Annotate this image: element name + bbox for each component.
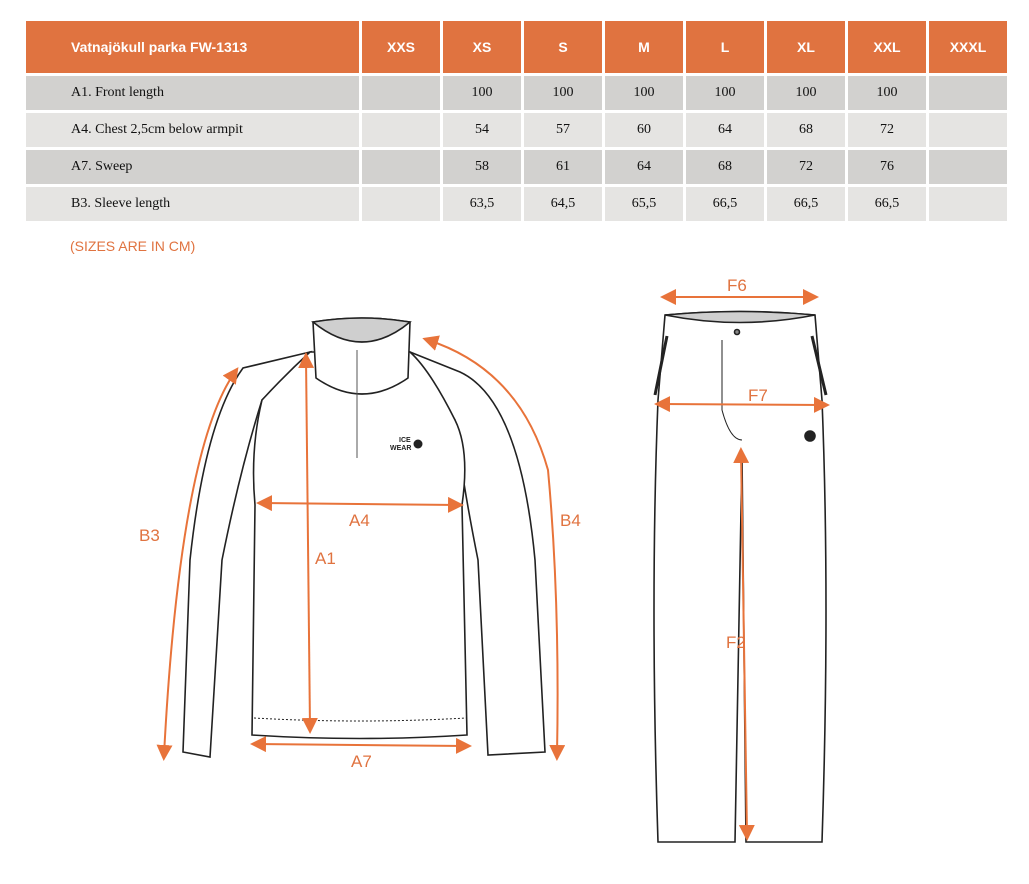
measurement-value: 64 bbox=[605, 150, 683, 184]
label-f6: F6 bbox=[727, 276, 747, 295]
measurement-value: 66,5 bbox=[767, 187, 845, 221]
measurement-value: 100 bbox=[524, 76, 602, 110]
size-table: Vatnajökull parka FW-1313 XXS XS S M L X… bbox=[23, 18, 1010, 224]
label-b3: B3 bbox=[139, 526, 160, 545]
measurement-value: 61 bbox=[524, 150, 602, 184]
arrow-b4 bbox=[422, 335, 566, 761]
pants-drawing bbox=[653, 310, 828, 843]
measurement-value: 65,5 bbox=[605, 187, 683, 221]
arrow-f7 bbox=[654, 396, 830, 413]
arrow-a1 bbox=[298, 352, 318, 734]
jacket-drawing bbox=[182, 317, 546, 758]
measurement-value: 100 bbox=[686, 76, 764, 110]
measurement-arrows bbox=[156, 289, 830, 841]
label-a4: A4 bbox=[349, 511, 370, 530]
arrow-f2 bbox=[733, 447, 755, 841]
measurement-value: 66,5 bbox=[686, 187, 764, 221]
size-header: XS bbox=[443, 21, 521, 73]
svg-text:ICE: ICE bbox=[399, 437, 411, 444]
measurement-label: B3. Sleeve length bbox=[26, 187, 359, 221]
measurement-value: 64,5 bbox=[524, 187, 602, 221]
measurement-value: 72 bbox=[767, 150, 845, 184]
table-row: A7. Sweep 58 61 64 68 72 76 bbox=[26, 150, 1007, 184]
product-title: Vatnajökull parka FW-1313 bbox=[26, 21, 359, 73]
size-header: XL bbox=[767, 21, 845, 73]
measurement-value bbox=[929, 150, 1007, 184]
measurement-value: 100 bbox=[848, 76, 926, 110]
svg-text:WEAR: WEAR bbox=[390, 445, 411, 452]
size-header: XXL bbox=[848, 21, 926, 73]
size-header: M bbox=[605, 21, 683, 73]
measurement-value: 68 bbox=[686, 150, 764, 184]
measurement-value bbox=[362, 150, 440, 184]
arrow-a7 bbox=[250, 736, 472, 754]
measurement-label: A1. Front length bbox=[26, 76, 359, 110]
measurement-value bbox=[362, 76, 440, 110]
measurement-value: 100 bbox=[605, 76, 683, 110]
measurement-value: 54 bbox=[443, 113, 521, 147]
measurement-value: 100 bbox=[767, 76, 845, 110]
ice-wear-logo: ICE WEAR bbox=[390, 437, 423, 452]
measurement-label: A4. Chest 2,5cm below armpit bbox=[26, 113, 359, 147]
size-header: S bbox=[524, 21, 602, 73]
measurement-value bbox=[929, 187, 1007, 221]
label-f2: F2 bbox=[726, 633, 746, 652]
table-row: A1. Front length 100 100 100 100 100 100 bbox=[26, 76, 1007, 110]
measurement-value: 63,5 bbox=[443, 187, 521, 221]
measurement-value bbox=[362, 187, 440, 221]
measurement-value: 58 bbox=[443, 150, 521, 184]
measurement-value: 72 bbox=[848, 113, 926, 147]
units-note: (SIZES ARE IN CM) bbox=[70, 238, 196, 254]
measurement-value: 76 bbox=[848, 150, 926, 184]
label-a7: A7 bbox=[351, 752, 372, 771]
label-b4: B4 bbox=[560, 511, 581, 530]
size-header: L bbox=[686, 21, 764, 73]
label-f7: F7 bbox=[748, 386, 768, 405]
size-table-header: Vatnajökull parka FW-1313 XXS XS S M L X… bbox=[26, 21, 1007, 73]
measurement-value: 68 bbox=[767, 113, 845, 147]
measurement-value bbox=[929, 113, 1007, 147]
table-row: B3. Sleeve length 63,5 64,5 65,5 66,5 66,5 66,… bbox=[26, 187, 1007, 221]
measurement-label: A7. Sweep bbox=[26, 150, 359, 184]
measurement-value: 64 bbox=[686, 113, 764, 147]
measurement-value bbox=[929, 76, 1007, 110]
size-header: XXS bbox=[362, 21, 440, 73]
arrow-a4 bbox=[256, 495, 464, 513]
measurement-value: 60 bbox=[605, 113, 683, 147]
measurement-value bbox=[362, 113, 440, 147]
measurement-value: 57 bbox=[524, 113, 602, 147]
measurement-value: 66,5 bbox=[848, 187, 926, 221]
arrow-b3 bbox=[156, 367, 239, 761]
label-a1: A1 bbox=[315, 549, 336, 568]
measurement-value: 100 bbox=[443, 76, 521, 110]
table-row: A4. Chest 2,5cm below armpit 54 57 60 64 68 72 bbox=[26, 113, 1007, 147]
size-header: XXXL bbox=[929, 21, 1007, 73]
